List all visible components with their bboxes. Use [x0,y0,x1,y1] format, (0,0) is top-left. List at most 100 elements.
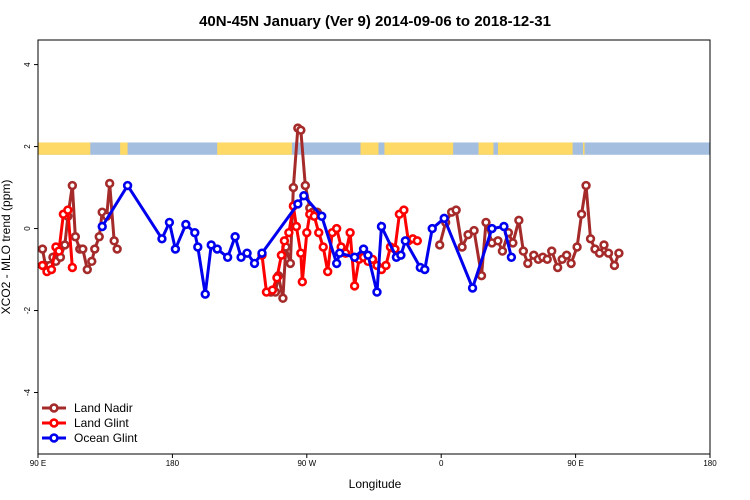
point-land-nadir-63 [585,234,596,244]
point-land-glint-29 [345,227,355,238]
point-land-nadir-18 [104,178,115,189]
point-land-glint-30 [349,281,360,291]
point-land-nadir-61 [576,209,587,219]
point-land-nadir-59 [566,258,576,269]
point-land-nadir-19 [109,236,119,246]
point-land-nadir-49 [518,246,529,256]
point-ocean-glint-3 [164,217,175,228]
point-ocean-glint-19 [317,211,327,221]
legend-marker-2 [49,433,59,443]
point-ocean-glint-1 [122,180,133,191]
point-land-glint-4 [54,246,64,256]
point-land-glint-23 [318,242,328,252]
x-tick-label-2: 90 W [297,459,316,468]
point-ocean-glint-22 [349,252,360,262]
point-land-nadir-50 [523,258,533,269]
y-tick-label-0: -4 [23,388,32,396]
point-land-nadir-26 [285,258,296,269]
land-bar-segment-3 [360,142,379,155]
point-land-glint-11 [272,273,282,283]
point-land-nadir-34 [435,240,445,250]
chart-title: 40N-45N January (Ver 9) 2014-09-06 to 20… [199,13,551,30]
x-tick-label-5: 180 [703,459,717,468]
x-axis: 90 E 180 90 W 0 90 E 180 [30,454,717,468]
point-land-nadir-42 [481,217,491,228]
point-land-nadir-13 [87,256,97,267]
x-tick-label-3: 0 [439,459,444,468]
point-ocean-glint-14 [242,248,252,258]
point-land-nadir-56 [552,262,563,273]
point-ocean-glint-36 [499,221,509,232]
land-bar-segment-2 [217,142,292,155]
y-tick-label-3: 2 [23,144,32,149]
y-tick-label-1: -2 [23,306,32,314]
point-ocean-glint-7 [193,242,203,252]
point-land-glint-24 [323,266,333,277]
point-land-nadir-37 [451,205,461,215]
point-ocean-glint-4 [170,244,181,254]
point-land-nadir-44 [493,236,503,246]
point-land-nadir-68 [609,260,620,271]
point-land-nadir-60 [572,242,582,252]
point-land-nadir-41 [476,270,487,281]
point-ocean-glint-23 [358,244,369,254]
y-axis: -4 -2 0 2 4 [23,62,38,396]
point-ocean-glint-13 [236,252,246,262]
point-ocean-glint-32 [427,223,437,234]
point-ocean-glint-5 [181,219,191,230]
point-land-nadir-0 [37,244,48,254]
point-land-nadir-9 [70,232,81,242]
point-land-nadir-14 [90,244,100,254]
point-land-glint-19 [302,227,312,238]
point-land-nadir-69 [614,248,624,258]
legend-label-0: Land Nadir [74,401,133,415]
y-axis-label: XCO2 - MLO trend (ppm) [0,180,13,315]
point-land-glint-17 [296,248,306,258]
point-ocean-glint-6 [190,227,200,238]
point-land-glint-14 [284,227,294,238]
point-land-nadir-29 [296,125,306,135]
point-ocean-glint-18 [299,191,309,201]
point-land-nadir-55 [547,246,557,256]
point-land-nadir-54 [542,254,552,264]
point-land-glint-44 [412,236,423,246]
point-land-nadir-40 [469,225,479,236]
point-ocean-glint-21 [334,248,345,258]
point-land-nadir-8 [67,180,78,191]
point-land-glint-22 [314,227,324,238]
legend-marker-0 [49,403,59,413]
point-land-nadir-39 [463,230,473,240]
point-land-nadir-20 [112,244,122,254]
point-land-nadir-58 [561,250,572,260]
point-ocean-glint-35 [487,223,497,234]
point-land-glint-37 [381,260,391,271]
point-ocean-glint-31 [420,264,430,275]
land-bar-segment-5 [478,142,494,155]
land-bar-segment-7 [583,142,585,155]
point-land-nadir-62 [581,180,591,191]
land-ocean-bar [38,142,710,155]
point-ocean-glint-17 [293,199,303,209]
point-ocean-glint-9 [206,240,216,250]
point-ocean-glint-15 [249,258,260,269]
point-ocean-glint-24 [363,250,373,260]
point-land-glint-10 [267,285,278,295]
point-land-nadir-66 [599,240,609,250]
point-land-glint-0 [37,260,48,271]
land-bar-segment-0 [38,142,91,155]
point-land-glint-2 [46,264,57,275]
point-ocean-glint-8 [200,289,210,299]
point-ocean-glint-10 [212,244,222,254]
point-land-nadir-38 [457,242,467,252]
x-tick-label-4: 90 E [567,459,583,468]
point-land-glint-6 [63,205,73,215]
legend-marker-1 [49,418,59,428]
point-land-nadir-65 [594,248,605,258]
point-land-glint-41 [399,205,409,215]
point-ocean-glint-28 [396,250,406,260]
point-land-glint-16 [291,221,302,232]
x-tick-label-1: 180 [166,459,180,468]
point-ocean-glint-20 [331,258,342,269]
land-bar-segment-4 [384,142,454,155]
